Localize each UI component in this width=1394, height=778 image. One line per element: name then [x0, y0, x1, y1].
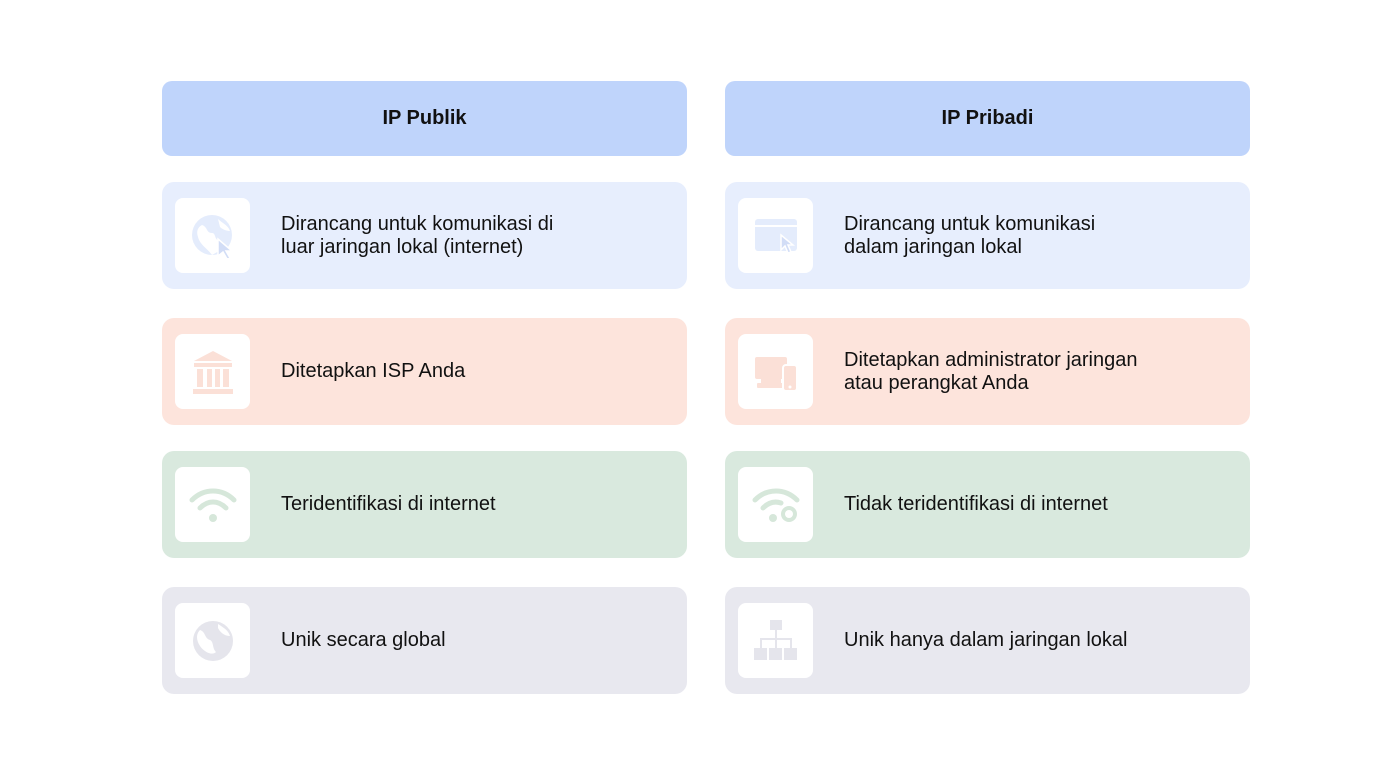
private-row-not-identified: Tidak teridentifikasi di internet [725, 451, 1250, 558]
network-tree-icon [738, 603, 813, 678]
globe-cursor-icon [175, 198, 250, 273]
wifi-icon [175, 467, 250, 542]
public-row-assigned-text: Ditetapkan ISP Anda [281, 360, 466, 382]
private-row-unique-local: Unik hanya dalam jaringan lokal [725, 587, 1250, 694]
public-ip-header: IP Publik [162, 81, 687, 156]
private-ip-title: IP Pribadi [941, 107, 1034, 129]
private-ip-column: IP Pribadi Dirancang untuk komunikasi da… [725, 81, 1250, 694]
public-row-identified: Teridentifikasi di internet [162, 451, 687, 558]
private-row-communication-text: Dirancang untuk komunikasi dalam jaringa… [844, 212, 1096, 258]
public-row-unique-text: Unik secara global [281, 629, 446, 651]
private-row-communication: Dirancang untuk komunikasi dalam jaringa… [725, 182, 1250, 289]
private-row-assigned-text: Ditetapkan administrator jaringan atau p… [844, 348, 1138, 394]
browser-cursor-icon [738, 198, 813, 273]
public-row-communication-text: Dirancang untuk komunikasi di luar jarin… [281, 212, 554, 258]
bank-building-icon [175, 334, 250, 409]
wifi-blocked-icon [738, 467, 813, 542]
private-row-unique-local-text: Unik hanya dalam jaringan lokal [844, 629, 1128, 651]
private-ip-header: IP Pribadi [725, 81, 1250, 156]
public-row-communication: Dirancang untuk komunikasi di luar jarin… [162, 182, 687, 289]
globe-icon [175, 603, 250, 678]
public-row-unique: Unik secara global [162, 587, 687, 694]
devices-icon [738, 334, 813, 409]
public-ip-column: IP Publik Dirancang untuk komunikasi di … [162, 81, 687, 694]
public-ip-title: IP Publik [382, 107, 467, 129]
private-row-assigned: Ditetapkan administrator jaringan atau p… [725, 318, 1250, 425]
public-row-assigned: Ditetapkan ISP Anda [162, 318, 687, 425]
public-row-identified-text: Teridentifikasi di internet [281, 493, 496, 515]
private-row-not-identified-text: Tidak teridentifikasi di internet [844, 493, 1108, 515]
